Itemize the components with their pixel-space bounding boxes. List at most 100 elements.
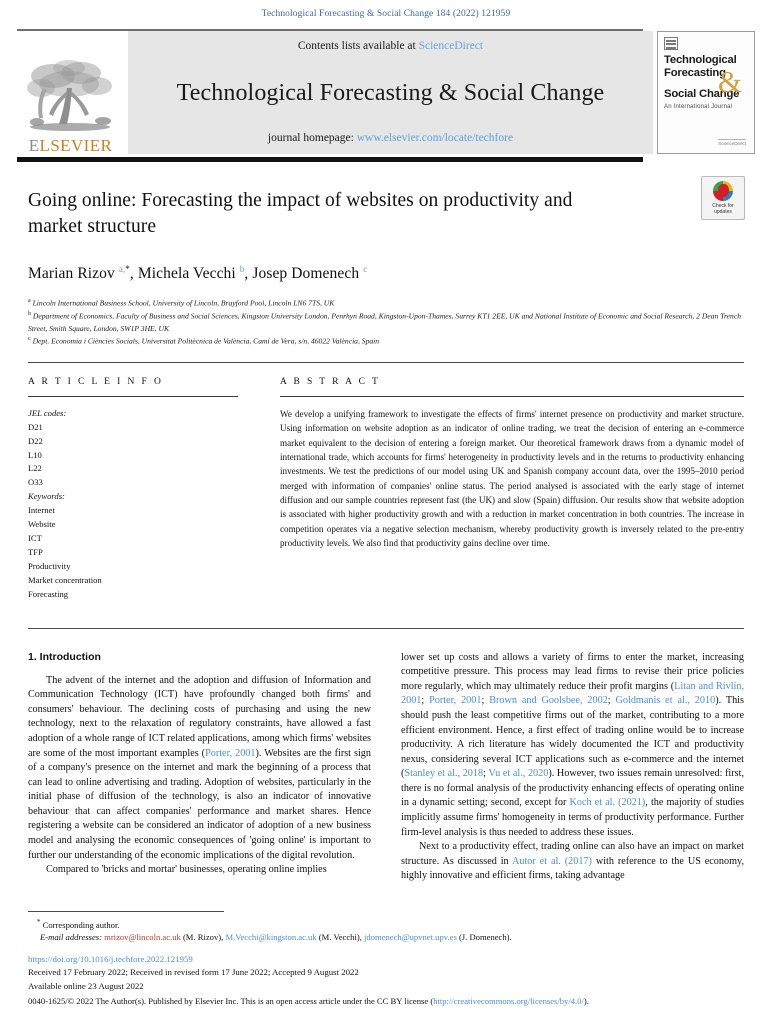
- citation-brown-goolsbee-2002[interactable]: Brown and Goolsbee, 2002: [489, 695, 608, 707]
- article-info-column: A R T I C L E I N F O JEL codes: D21 D22 L…: [28, 377, 238, 602]
- divider-after-abstract: [28, 627, 744, 629]
- sep-3: ;: [607, 695, 616, 707]
- affiliation-item: a Lincoln International Business School,…: [28, 298, 335, 308]
- jel-code-item: L22: [28, 463, 42, 474]
- body-column-right: lower set up costs and allows a variety …: [401, 651, 744, 884]
- section-heading-introduction: 1. Introduction: [28, 650, 101, 663]
- page-title: Going online: Forecasting the impact of …: [28, 190, 573, 237]
- abstract-text: We develop a unifying framework to inves…: [280, 408, 744, 549]
- email-link-3[interactable]: jdomenech@upvnet.upv.es: [364, 931, 457, 942]
- banner-bottom-rule: [17, 157, 643, 162]
- email-name-1: (M. Rizov),: [180, 931, 226, 942]
- jel-code-item: O33: [28, 477, 43, 488]
- paragraph-left-2: Compared to 'bricks and mortar' business…: [46, 864, 327, 876]
- author-list: Marian Rizov a,*, Michela Vecchi b, Jose…: [28, 263, 368, 282]
- par-r1-c: ). However, two issues remain unresolved…: [401, 768, 745, 809]
- footnote-rule: [28, 910, 224, 912]
- body-columns: 1. Introduction The advent of the intern…: [28, 651, 744, 884]
- email-link-1[interactable]: mrizov@lincoln.ac.uk: [104, 931, 181, 942]
- email-name-2: (M. Vecchi),: [316, 931, 364, 942]
- keyword-item: ICT: [28, 533, 42, 544]
- citation-koch-2021[interactable]: Koch et al. (2021): [569, 797, 646, 809]
- par-r2-a: Next to a productivity effect, trading o…: [401, 841, 744, 867]
- email-name-3: (J. Domenech).: [456, 931, 512, 942]
- citation-goldmanis-2010[interactable]: Goldmanis et al., 2010: [615, 695, 716, 707]
- contents-prefix: Contents lists available at: [297, 40, 419, 52]
- par-r1-d: , the majority of studies implicitly ass…: [401, 797, 744, 838]
- keywords: Internet Website ICT TFP Productivity Market …: [28, 504, 238, 601]
- sciencedirect-link[interactable]: ScienceDirect: [418, 40, 484, 52]
- crossmark-icon: [713, 180, 733, 201]
- crossmark-label: Check for updates: [712, 203, 733, 216]
- paragraph-right-2: Next to a productivity effect, trading o…: [401, 840, 744, 884]
- email-label: E-mail addresses:: [40, 931, 102, 942]
- jel-code-item: L10: [28, 449, 42, 460]
- par-l1-b: ). Websites are the first sign of a comp…: [28, 747, 371, 861]
- banner-top-rule: [17, 29, 643, 31]
- citation-autor-2017[interactable]: Autor et al. (2017): [512, 855, 592, 867]
- running-head: Technological Forecasting & Social Chang…: [261, 9, 511, 19]
- keyword-item: Market concentration: [28, 574, 102, 585]
- jel-codes: D21 D22 L10 L22 O33: [28, 421, 238, 491]
- affiliation-marker: a: [28, 298, 31, 304]
- email-link-2[interactable]: M.Vecchi@kingston.ac.uk: [225, 931, 317, 942]
- crossmark-badge[interactable]: Check for updates: [701, 176, 745, 220]
- keyword-item: Forecasting: [28, 588, 69, 599]
- abstract-rule: [280, 395, 744, 397]
- asterisk-marker: *: [37, 917, 41, 926]
- journal-cover-thumbnail: Technological Forecasting Social Change …: [657, 31, 755, 154]
- sep-1: ;: [421, 695, 430, 707]
- contents-line: Contents lists available at ScienceDirec…: [128, 40, 653, 52]
- keywords-label: Keywords:: [28, 491, 65, 502]
- cover-subtitle: An International Journal: [664, 103, 733, 110]
- corresponding-author-text: Corresponding author.: [42, 919, 120, 930]
- keyword-item: TFP: [28, 547, 43, 557]
- journal-banner: ELSEVIER Contents lists available at Sci…: [17, 29, 755, 162]
- citation-porter-2001-b[interactable]: Porter, 2001: [429, 695, 482, 707]
- affiliation-item: c Dept. Economia i Ciències Socials, Uni…: [28, 335, 380, 346]
- paragraph-right-1: lower set up costs and allows a variety …: [401, 651, 744, 841]
- par-l1-a: The advent of the internet and the adopt…: [28, 674, 371, 759]
- page-footer: * Corresponding author. E-mail addresses…: [28, 910, 744, 1006]
- article-info-rule: [28, 395, 238, 397]
- cover-logo-icon: [664, 37, 678, 50]
- crossmark-label-line1: Check for: [712, 202, 734, 209]
- crossmark-label-line2: updates: [714, 209, 732, 215]
- journal-title: Technological Forecasting & Social Chang…: [176, 79, 605, 106]
- cover-ampersand: &: [717, 64, 742, 99]
- journal-banner-center: Contents lists available at ScienceDirec…: [128, 31, 653, 154]
- paragraph-left-1: The advent of the internet and the adopt…: [28, 674, 371, 864]
- elsevier-wordmark: ELSEVIER: [28, 136, 113, 155]
- doi-link[interactable]: https://doi.org/10.1016/j.techfore.2022.…: [28, 953, 193, 964]
- received-dates: Received 17 February 2022; Received in r…: [28, 966, 359, 977]
- keyword-item: Website: [28, 519, 56, 530]
- cover-footer: ScienceDirect: [718, 139, 746, 146]
- keywords-block: JEL codes: D21 D22 L10 L22 O33 Keywords: Int…: [28, 407, 238, 602]
- divider-after-affiliations: [28, 361, 744, 363]
- affiliation-item: b Department of Economics, Faculty of Bu…: [28, 310, 742, 333]
- citation-stanley-2018[interactable]: Stanley et al., 2018: [404, 768, 484, 780]
- abstract-column: A B S T R A C T We develop a unifying fr…: [280, 377, 744, 602]
- title-block: Check for updates Going online: Forecast…: [28, 176, 745, 348]
- body-column-left: 1. Introduction The advent of the intern…: [28, 651, 371, 884]
- jel-label: JEL codes:: [28, 407, 67, 418]
- article-info-heading: A R T I C L E I N F O: [28, 376, 164, 387]
- corresponding-author-note: * Corresponding author.: [28, 918, 744, 930]
- affiliation-list: a Lincoln International Business School,…: [28, 297, 744, 348]
- affiliation-marker: b: [28, 310, 31, 317]
- cover-title-line3: Social Change: [664, 88, 740, 101]
- copyright-line: 0040-1625/© 2022 The Author(s). Publishe…: [28, 996, 744, 1006]
- elsevier-tree-icon: [26, 60, 112, 131]
- cover-title-line1: Technological: [664, 54, 737, 66]
- par-r2-b: with reference to the US economy, highly…: [401, 855, 744, 882]
- jel-code-item: D21: [28, 421, 43, 432]
- keyword-item: Productivity: [28, 560, 71, 571]
- citation-porter-2001[interactable]: Porter, 2001: [205, 747, 256, 759]
- elsevier-logo: ELSEVIER: [17, 31, 124, 154]
- cc-license-link[interactable]: http://creativecommons.org/licenses/by/4…: [433, 996, 584, 1006]
- citation-litan-rivlin-2001[interactable]: Litan and Rivlin, 2001: [401, 680, 744, 707]
- sep-2: ;: [481, 695, 490, 707]
- homepage-prefix: journal homepage:: [267, 131, 357, 144]
- journal-homepage-link[interactable]: www.elsevier.com/locate/techfore: [356, 131, 514, 144]
- citation-vu-2020[interactable]: Vu et al., 2020: [488, 768, 549, 780]
